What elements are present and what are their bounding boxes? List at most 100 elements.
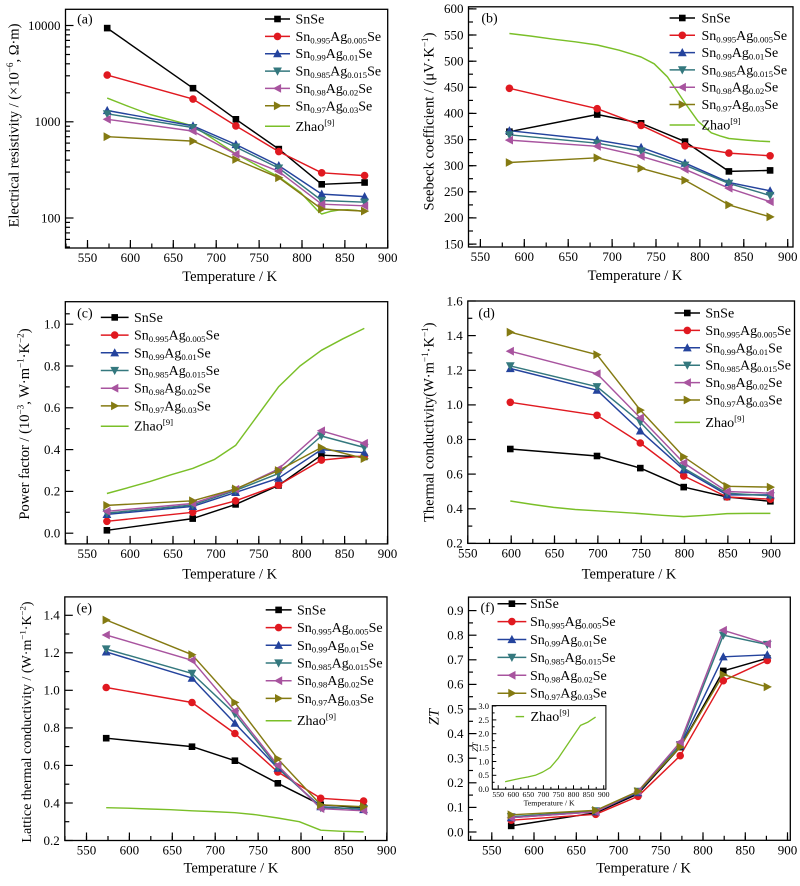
svg-text:800: 800: [292, 250, 312, 265]
svg-text:SnSe: SnSe: [702, 12, 731, 27]
svg-text:Zhao[9]: Zhao[9]: [297, 712, 336, 730]
svg-text:ZT: ZT: [427, 708, 443, 725]
svg-text:Sn0.985Ag0.015Se: Sn0.985Ag0.015Se: [296, 65, 382, 81]
svg-text:0.8: 0.8: [447, 628, 463, 643]
svg-text:700: 700: [609, 842, 629, 857]
svg-text:(e): (e): [77, 602, 93, 617]
svg-text:ZT: ZT: [470, 741, 480, 752]
svg-text:Sn0.99Ag0.01Se: Sn0.99Ag0.01Se: [297, 639, 374, 655]
svg-text:0.4: 0.4: [447, 726, 464, 741]
svg-text:Temperature / K: Temperature / K: [582, 566, 677, 582]
svg-text:300: 300: [444, 158, 464, 173]
svg-text:800: 800: [693, 842, 713, 857]
svg-text:SnSe: SnSe: [530, 597, 559, 612]
svg-text:750: 750: [249, 546, 269, 561]
svg-text:750: 750: [248, 843, 268, 858]
svg-text:800: 800: [568, 790, 580, 799]
svg-text:800: 800: [292, 546, 312, 561]
svg-text:Temperature / K: Temperature / K: [183, 860, 278, 876]
svg-text:0.3: 0.3: [447, 751, 463, 766]
svg-text:Sn0.995Ag0.005Se: Sn0.995Ag0.005Se: [530, 615, 616, 631]
svg-text:600: 600: [524, 842, 544, 857]
svg-text:550: 550: [77, 546, 97, 561]
svg-text:Sn0.99Ag0.01Se: Sn0.99Ag0.01Se: [296, 47, 373, 63]
svg-text:1.4: 1.4: [447, 328, 464, 343]
svg-text:150: 150: [444, 236, 464, 251]
svg-text:900: 900: [598, 790, 610, 799]
svg-text:500: 500: [444, 54, 464, 69]
svg-text:850: 850: [736, 842, 756, 857]
svg-text:Sn0.985Ag0.015Se: Sn0.985Ag0.015Se: [705, 359, 791, 375]
svg-text:100: 100: [41, 210, 61, 225]
svg-text:600: 600: [501, 545, 521, 560]
svg-text:0.0: 0.0: [478, 784, 489, 794]
svg-text:550: 550: [77, 843, 97, 858]
svg-text:550: 550: [482, 842, 502, 857]
svg-text:1.0: 1.0: [447, 397, 463, 412]
svg-text:Temperature / K: Temperature / K: [596, 861, 691, 877]
svg-text:650: 650: [567, 842, 587, 857]
svg-text:200: 200: [444, 210, 464, 225]
svg-text:600: 600: [507, 790, 519, 799]
svg-text:0.2: 0.2: [447, 536, 463, 551]
svg-text:Sn0.995Ag0.005Se: Sn0.995Ag0.005Se: [134, 329, 220, 345]
svg-text:Sn0.985Ag0.015Se: Sn0.985Ag0.015Se: [530, 651, 616, 667]
svg-text:0.6: 0.6: [44, 758, 61, 773]
svg-text:Sn0.98Ag0.02Se: Sn0.98Ag0.02Se: [702, 81, 779, 97]
svg-text:700: 700: [205, 843, 225, 858]
svg-text:550: 550: [492, 790, 504, 799]
svg-text:900: 900: [378, 250, 398, 265]
svg-text:Sn0.99Ag0.01Se: Sn0.99Ag0.01Se: [530, 633, 607, 649]
svg-text:0.6: 0.6: [44, 400, 61, 415]
svg-text:(f): (f): [481, 601, 495, 616]
svg-text:750: 750: [631, 545, 651, 560]
svg-text:750: 750: [553, 790, 565, 799]
svg-text:Sn0.995Ag0.005Se: Sn0.995Ag0.005Se: [702, 29, 788, 45]
svg-text:850: 850: [734, 249, 754, 264]
svg-text:1.4: 1.4: [44, 608, 61, 623]
svg-text:1.2: 1.2: [44, 645, 60, 660]
svg-text:350: 350: [444, 132, 464, 147]
svg-text:Zhao[9]: Zhao[9]: [705, 413, 744, 431]
svg-text:Sn0.97Ag0.03Se: Sn0.97Ag0.03Se: [705, 394, 782, 410]
svg-text:0.5: 0.5: [447, 701, 463, 716]
svg-text:0.4: 0.4: [44, 795, 61, 810]
svg-text:1.5: 1.5: [478, 743, 489, 753]
svg-text:Temperature / K: Temperature / K: [182, 566, 277, 582]
svg-text:SnSe: SnSe: [705, 307, 734, 322]
svg-text:700: 700: [588, 545, 608, 560]
svg-text:650: 650: [164, 250, 184, 265]
svg-text:Sn0.97Ag0.03Se: Sn0.97Ag0.03Se: [296, 99, 373, 115]
svg-text:850: 850: [718, 545, 738, 560]
svg-text:1.2: 1.2: [447, 363, 463, 378]
svg-text:800: 800: [690, 249, 710, 264]
svg-text:Sn0.97Ag0.03Se: Sn0.97Ag0.03Se: [530, 687, 607, 703]
svg-text:0.8: 0.8: [44, 358, 60, 373]
svg-text:Zhao[9]: Zhao[9]: [134, 417, 173, 435]
svg-text:0.4: 0.4: [447, 501, 464, 516]
svg-text:700: 700: [538, 790, 550, 799]
svg-text:Sn0.985Ag0.015Se: Sn0.985Ag0.015Se: [297, 657, 383, 673]
svg-text:Seebeck coefficient / (μV·K−1): Seebeck coefficient / (μV·K−1): [420, 32, 438, 210]
svg-text:Temperature / K: Temperature / K: [524, 799, 575, 808]
svg-text:0.8: 0.8: [44, 720, 60, 735]
svg-text:600: 600: [120, 843, 140, 858]
svg-text:Thermal conductivity(W·m−1·K−1: Thermal conductivity(W·m−1·K−1): [420, 322, 438, 522]
svg-text:900: 900: [377, 843, 397, 858]
svg-text:1.0: 1.0: [44, 683, 60, 698]
svg-text:0.2: 0.2: [44, 833, 60, 848]
svg-text:Power factor / (10−3, W·m−1·K−: Power factor / (10−3, W·m−1·K−2): [16, 328, 34, 519]
svg-text:1000: 1000: [35, 114, 61, 129]
svg-text:900: 900: [778, 249, 798, 264]
svg-text:800: 800: [291, 843, 311, 858]
svg-text:700: 700: [206, 250, 226, 265]
svg-text:900: 900: [778, 842, 798, 857]
svg-text:750: 750: [651, 842, 671, 857]
svg-text:Sn0.995Ag0.005Se: Sn0.995Ag0.005Se: [705, 324, 791, 340]
svg-text:Sn0.985Ag0.015Se: Sn0.985Ag0.015Se: [134, 364, 220, 380]
svg-text:0.9: 0.9: [447, 603, 463, 618]
svg-text:1.6: 1.6: [447, 293, 464, 308]
svg-text:600: 600: [444, 1, 464, 16]
svg-text:0.1: 0.1: [447, 800, 463, 815]
svg-text:0.5: 0.5: [478, 770, 489, 780]
